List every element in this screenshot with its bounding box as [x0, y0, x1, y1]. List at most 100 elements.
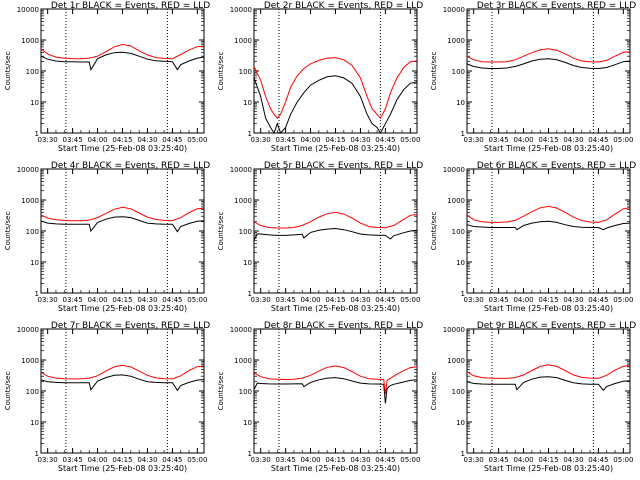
y-tick-label: 1 — [248, 450, 252, 458]
x-tick-label: 04:00 — [513, 296, 533, 304]
x-tick-label: 04:15 — [325, 136, 345, 144]
y-tick-label: 10 — [456, 99, 465, 107]
chart-panel-4: Det 4r BLACK = Events, RED = LLD Counts/s… — [4, 161, 210, 313]
x-axis-label: Start Time (25-Feb-08 03:25:40) — [484, 304, 613, 313]
chart-title: Det 3r BLACK = Events, RED = LLD — [477, 1, 636, 11]
y-tick-label: 1 — [35, 450, 39, 458]
x-tick-label: 03:45 — [276, 136, 296, 144]
x-tick-label: 04:00 — [300, 136, 320, 144]
x-tick-label: 04:45 — [588, 456, 608, 464]
x-tick-label: 05:00 — [400, 296, 420, 304]
y-tick-label: 1000 — [447, 37, 465, 45]
y-tick-label: 100 — [239, 388, 252, 396]
y-tick-label: 10 — [456, 419, 465, 427]
x-tick-label: 04:15 — [538, 456, 558, 464]
x-tick-label: 04:30 — [350, 296, 370, 304]
x-tick-label: 05:00 — [187, 456, 207, 464]
x-tick-label: 04:30 — [350, 456, 370, 464]
chart-title: Det 2r BLACK = Events, RED = LLD — [264, 1, 423, 11]
x-tick-label: 04:00 — [87, 136, 107, 144]
chart-title: Det 4r BLACK = Events, RED = LLD — [51, 161, 210, 171]
series-events-line — [466, 376, 631, 392]
chart-title: Det 7r BLACK = Events, RED = LLD — [51, 321, 210, 331]
series-lld-line — [253, 365, 418, 395]
chart-title: Det 6r BLACK = Events, RED = LLD — [477, 161, 636, 171]
chart-panel-2: Det 2r BLACK = Events, RED = LLD Counts/s… — [217, 1, 423, 153]
series-events-line — [40, 51, 205, 72]
x-tick-label: 04:00 — [87, 296, 107, 304]
x-tick-label: 04:00 — [300, 296, 320, 304]
y-tick-label: 1 — [35, 130, 39, 138]
y-tick-label: 100 — [26, 68, 39, 76]
x-tick-label: 03:30 — [251, 136, 271, 144]
x-tick-label: 03:30 — [38, 296, 58, 304]
y-axis-label: Counts/sec — [430, 372, 438, 411]
x-tick-label: 05:00 — [613, 136, 633, 144]
chart-title: Det 5r BLACK = Events, RED = LLD — [264, 161, 423, 171]
chart-title: Det 8r BLACK = Events, RED = LLD — [264, 321, 423, 331]
y-tick-label: 100 — [452, 388, 465, 396]
x-tick-label: 04:30 — [137, 136, 157, 144]
x-tick-label: 04:45 — [375, 136, 395, 144]
y-tick-label: 100 — [26, 228, 39, 236]
series-lld-line — [40, 206, 205, 222]
y-tick-label: 1000 — [234, 197, 252, 205]
x-axis-label: Start Time (25-Feb-08 03:25:40) — [484, 144, 613, 153]
y-axis-label: Counts/sec — [217, 212, 225, 251]
y-tick-label: 10000 — [17, 166, 39, 174]
chart-panel-7: Det 7r BLACK = Events, RED = LLD Counts/s… — [4, 321, 210, 473]
x-tick-label: 04:30 — [563, 296, 583, 304]
x-tick-label: 04:15 — [538, 296, 558, 304]
y-tick-label: 100 — [452, 68, 465, 76]
y-tick-label: 1000 — [234, 357, 252, 365]
x-tick-label: 05:00 — [613, 456, 633, 464]
series-lld-line — [253, 211, 418, 229]
y-tick-label: 100 — [239, 68, 252, 76]
chart-panel-9: Det 9r BLACK = Events, RED = LLD Counts/s… — [430, 321, 636, 473]
y-tick-label: 100 — [239, 228, 252, 236]
y-tick-label: 1000 — [447, 357, 465, 365]
x-tick-label: 04:00 — [513, 456, 533, 464]
x-tick-label: 05:00 — [400, 456, 420, 464]
series-events-line — [466, 220, 631, 231]
series-events-line — [253, 227, 418, 241]
x-tick-label: 04:30 — [350, 136, 370, 144]
y-tick-label: 10000 — [230, 326, 252, 334]
x-tick-label: 04:15 — [112, 296, 132, 304]
y-tick-label: 1 — [248, 290, 252, 298]
y-tick-label: 1000 — [21, 357, 39, 365]
x-tick-label: 03:45 — [276, 456, 296, 464]
x-tick-label: 04:30 — [137, 456, 157, 464]
y-axis-label: Counts/sec — [4, 52, 12, 91]
series-events-line — [253, 377, 418, 404]
y-tick-label: 1000 — [21, 197, 39, 205]
x-tick-label: 05:00 — [187, 136, 207, 144]
y-axis-label: Counts/sec — [430, 212, 438, 251]
x-tick-label: 03:30 — [38, 456, 58, 464]
y-tick-label: 1000 — [447, 197, 465, 205]
series-events-line — [466, 58, 631, 70]
x-tick-label: 05:00 — [400, 136, 420, 144]
y-tick-label: 1000 — [234, 37, 252, 45]
x-tick-label: 03:45 — [489, 456, 509, 464]
y-tick-label: 100 — [452, 228, 465, 236]
y-tick-label: 10000 — [443, 326, 465, 334]
y-tick-label: 1 — [461, 450, 465, 458]
y-axis-label: Counts/sec — [4, 212, 12, 251]
x-tick-label: 04:45 — [162, 456, 182, 464]
x-tick-label: 04:30 — [563, 136, 583, 144]
x-tick-label: 03:45 — [63, 456, 83, 464]
series-lld-line — [253, 57, 418, 120]
x-tick-label: 04:00 — [300, 456, 320, 464]
x-tick-label: 04:45 — [162, 136, 182, 144]
x-axis-label: Start Time (25-Feb-08 03:25:40) — [271, 304, 400, 313]
x-tick-label: 05:00 — [613, 296, 633, 304]
x-tick-label: 04:45 — [375, 296, 395, 304]
y-tick-label: 1000 — [21, 37, 39, 45]
x-tick-label: 03:30 — [38, 136, 58, 144]
y-tick-label: 10 — [243, 419, 252, 427]
x-tick-label: 03:45 — [489, 296, 509, 304]
y-axis-label: Counts/sec — [217, 372, 225, 411]
series-lld-line — [466, 205, 631, 223]
x-tick-label: 04:00 — [87, 456, 107, 464]
